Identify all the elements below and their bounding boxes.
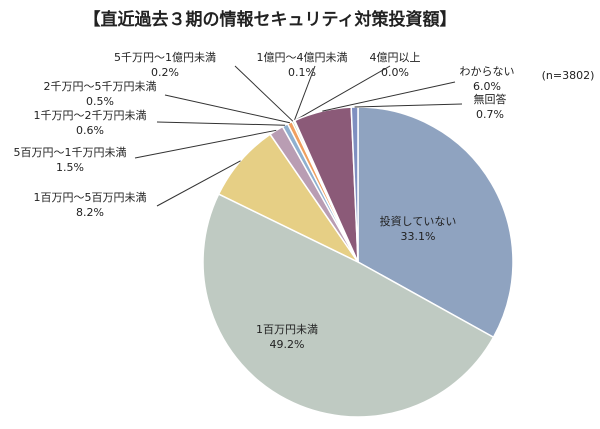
leader-line (134, 129, 277, 159)
pie-slice (202, 193, 495, 418)
slice-label: 投資していない (380, 214, 457, 228)
value-label: 6.0% (473, 80, 501, 93)
value-label: 1.5% (56, 161, 84, 174)
leader-line (156, 121, 286, 126)
value-label: 0.1% (288, 66, 316, 79)
slice-label: 5百万円～1千万円未満 (14, 146, 127, 159)
value-label: 0.2% (151, 66, 179, 79)
pie-slice (357, 106, 514, 339)
leader-line (294, 65, 391, 121)
value-label: 0.6% (76, 124, 104, 137)
leader-line (293, 65, 316, 121)
value-label: 8.2% (76, 206, 104, 219)
chart-title: 【直近過去３期の情報セキュリティ対策投資額】 (84, 9, 457, 30)
slice-label: 2千万円～5千万円未満 (44, 80, 157, 93)
value-label: 0.0% (381, 66, 409, 79)
slice-label: 無回答 (474, 92, 507, 106)
leader-line (322, 81, 456, 112)
sample-size: (n=3802) (542, 69, 595, 82)
slice-label: わからない (460, 65, 515, 78)
slice-label: 1億円～4億円未満 (257, 51, 348, 64)
leader-line (354, 103, 463, 108)
value-label: 49.2% (270, 338, 305, 351)
leader-line (156, 160, 241, 207)
value-label: 33.1% (401, 230, 436, 243)
slice-label: 1百万円～5百万円未満 (34, 191, 147, 204)
leader-line (164, 94, 290, 124)
slice-label: 4億円以上 (370, 51, 421, 64)
leader-line (234, 65, 294, 122)
slice-label: 5千万円～1億円未満 (114, 51, 216, 64)
value-label: 0.7% (476, 108, 504, 121)
value-label: 0.5% (86, 95, 114, 108)
slice-label: 1百万円未満 (256, 323, 318, 336)
slice-label: 1千万円～2千万円未満 (34, 109, 147, 122)
